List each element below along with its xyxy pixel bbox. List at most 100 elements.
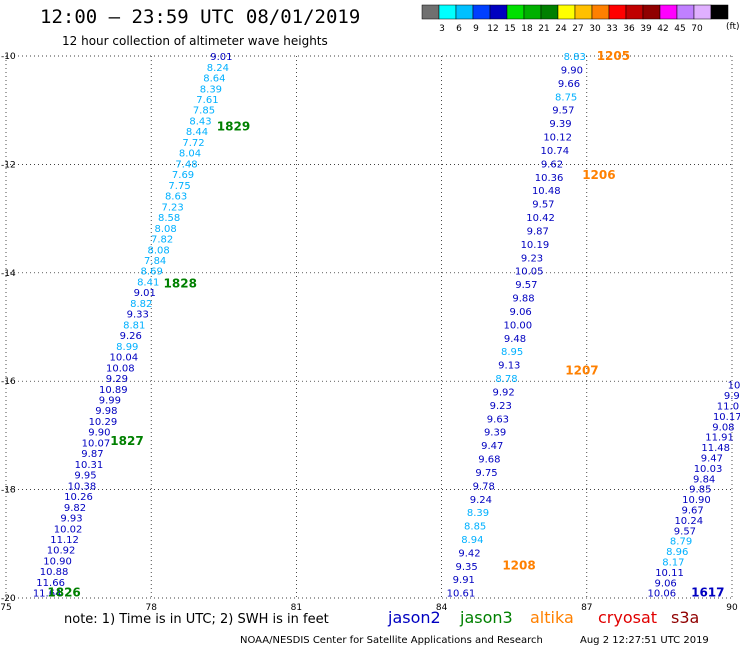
wave-height-label: 11.91	[705, 433, 734, 444]
colorbar-label: 3	[439, 24, 445, 34]
wave-height-label: 9.82	[64, 503, 86, 514]
track-time-label: 1205	[597, 49, 630, 63]
legend-cryosat: cryosat	[598, 608, 658, 627]
colorbar-swatch	[659, 4, 678, 20]
colorbar-swatch	[574, 4, 593, 20]
colorbar-label: 6	[456, 24, 462, 34]
colorbar-swatch	[557, 4, 576, 20]
wave-height-label: 8.17	[662, 557, 684, 568]
wave-height-label: 10.11	[655, 568, 684, 579]
colorbar-swatch	[625, 4, 644, 20]
wave-height-label: 8.79	[670, 537, 692, 548]
chart-subtitle: 12 hour collection of altimeter wave hei…	[62, 34, 328, 48]
wave-height-label: 9.91	[453, 575, 475, 586]
wave-height-label: 8.96	[666, 547, 688, 558]
credit-line: NOAA/NESDIS Center for Satellite Applica…	[240, 635, 543, 646]
wave-height-label: 9.95	[724, 391, 740, 402]
wave-height-label: 10.29	[89, 417, 118, 428]
wave-height-label: 10.3	[728, 381, 740, 392]
wave-height-label: 11.66	[36, 578, 65, 589]
wave-height-label: 8.78	[495, 374, 517, 385]
wave-height-label: 9.06	[510, 307, 532, 318]
wave-height-label: 11.48	[701, 443, 730, 454]
track-time-label: 1206	[582, 168, 615, 182]
wave-height-label: 8.24	[207, 63, 229, 74]
wave-height-label: 10.38	[68, 481, 97, 492]
y-tick-label: -18	[1, 486, 16, 496]
wave-height-label: 9.87	[81, 449, 103, 460]
wave-height-label: 8.82	[130, 299, 152, 310]
colorbar-label: 27	[572, 24, 583, 34]
wave-height-label: 10.19	[521, 240, 550, 251]
wave-height-label: 9.57	[532, 200, 554, 211]
wave-height-label: 10.08	[106, 363, 135, 374]
wave-height-label: 10.61	[447, 589, 476, 600]
colorbar-label: 42	[657, 24, 668, 34]
track-time-label: 1827	[110, 434, 143, 448]
colorbar-label: 33	[606, 24, 617, 34]
wave-height-label: 7.48	[175, 159, 197, 170]
wave-height-label: 9.47	[701, 454, 723, 465]
wave-height-label: 8.44	[186, 127, 208, 138]
legend-altika: altika	[530, 608, 574, 627]
colorbar-swatch	[506, 4, 525, 20]
wave-height-label: 8.85	[464, 522, 486, 533]
wave-height-label: 10.03	[694, 464, 723, 475]
wave-height-label: 10.24	[674, 516, 703, 527]
wave-height-label: 8.43	[189, 116, 211, 127]
x-tick-label: 75	[0, 603, 11, 613]
wave-height-label: 9.85	[689, 485, 711, 496]
wave-height-label: 8.08	[154, 224, 176, 235]
wave-height-label: 9.01	[134, 288, 156, 299]
colorbar-swatch	[438, 4, 457, 20]
colorbar-label: 21	[538, 24, 549, 34]
wave-height-label: 10.90	[43, 556, 72, 567]
x-tick-label: 84	[436, 603, 448, 613]
wave-height-label: 8.94	[461, 535, 483, 546]
x-tick-label: 87	[581, 603, 592, 613]
x-tick-label: 78	[145, 603, 157, 613]
wave-height-label: 10.31	[75, 460, 104, 471]
wave-height-label: 9.63	[487, 414, 509, 425]
wave-height-label: 9.13	[498, 361, 520, 372]
generated-timestamp: Aug 2 12:27:51 UTC 2019	[580, 635, 709, 646]
wave-height-label: 10.36	[535, 173, 564, 184]
legend-s3a: s3a	[671, 608, 700, 627]
wave-height-label: 9.62	[541, 159, 563, 170]
colorbar-swatch	[455, 4, 474, 20]
colorbar-label: 18	[521, 24, 533, 34]
colorbar-label: 45	[674, 24, 685, 34]
colorbar-label: 24	[555, 24, 567, 34]
wave-height-label: 9.66	[558, 79, 580, 90]
wave-height-label: 8.75	[555, 92, 577, 103]
track-time-label: 1828	[164, 277, 197, 291]
wave-height-label: 9.01	[210, 52, 232, 63]
colorbar-label: 70	[691, 24, 703, 34]
wave-height-label: 11.12	[50, 535, 79, 546]
wave-height-label: 8.69	[141, 267, 163, 278]
wave-height-label: 9.98	[95, 406, 117, 417]
wave-height-label: 9.23	[490, 401, 512, 412]
wave-height-label: 10.92	[47, 546, 76, 557]
wave-height-label: 7.61	[196, 95, 218, 106]
wave-height-label: 11.64	[33, 589, 62, 600]
wave-height-label: 9.42	[458, 548, 480, 559]
wave-height-points: 9.018.248.648.397.617.858.438.447.728.04…	[33, 52, 740, 600]
footnote: note: 1) Time is in UTC; 2) SWH is in fe…	[64, 612, 329, 627]
colorbar-label: 30	[589, 24, 601, 34]
wave-height-label: 10.26	[64, 492, 93, 503]
wave-height-label: 10.89	[99, 385, 128, 396]
wave-height-label: 9.23	[521, 253, 543, 264]
wave-height-label: 10.07	[82, 438, 111, 449]
wave-height-label: 8.39	[467, 508, 489, 519]
wave-height-label: 9.84	[693, 474, 715, 485]
y-tick-label: -10	[1, 52, 16, 62]
wave-height-label: 9.06	[655, 578, 677, 589]
track-time-label: 1617	[691, 586, 724, 600]
wave-height-label: 8.41	[137, 277, 159, 288]
wave-height-label: 9.33	[127, 310, 149, 321]
colorbar-swatch	[710, 4, 729, 20]
wave-height-label: 9.48	[504, 334, 526, 345]
y-tick-label: -16	[1, 377, 16, 387]
wave-height-label: 9.88	[512, 294, 534, 305]
